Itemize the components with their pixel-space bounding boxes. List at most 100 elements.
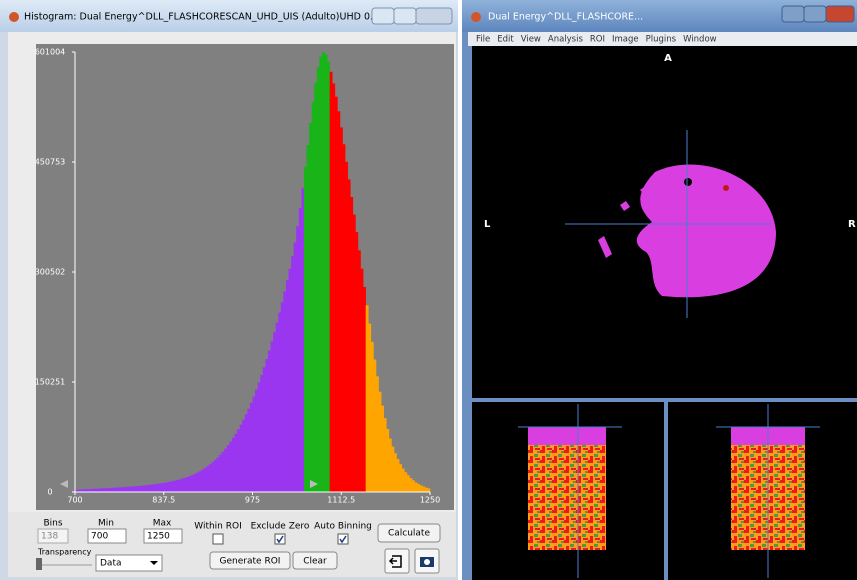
bar [314, 83, 317, 492]
checkbox[interactable] [275, 534, 285, 544]
bar [265, 359, 268, 492]
menu-item[interactable]: Plugins [646, 35, 677, 45]
bar [232, 438, 235, 492]
bar [332, 83, 335, 492]
bar [317, 67, 320, 492]
bar [307, 145, 310, 492]
slider-thumb[interactable] [36, 558, 42, 570]
bar [391, 447, 394, 492]
bar [152, 484, 155, 492]
bar [132, 486, 135, 492]
x-tick-label: 1112.5 [327, 496, 355, 505]
window-title: Histogram: Dual Energy^DLL_FLASHCORESCAN… [24, 12, 388, 23]
bar [144, 485, 147, 492]
minimize-button[interactable] [372, 8, 394, 24]
bar [340, 127, 343, 492]
bar [358, 250, 361, 492]
min-value: 700 [91, 532, 108, 542]
bar [175, 480, 178, 492]
x-tick-label: 837.5 [152, 496, 175, 505]
bar [386, 429, 389, 492]
bar [242, 420, 245, 492]
scan-void [684, 178, 692, 186]
bar [348, 179, 351, 492]
bar [304, 167, 307, 492]
bar [240, 425, 243, 492]
bar [281, 302, 284, 492]
bar [366, 305, 369, 492]
y-tick-label: 450753 [35, 158, 66, 167]
bar [294, 242, 297, 492]
menu-item[interactable]: View [521, 35, 541, 45]
bar [397, 459, 400, 492]
menu-item[interactable]: Image [612, 35, 639, 45]
bar [319, 56, 322, 492]
min-label: Min [98, 519, 114, 529]
checkbox[interactable] [213, 534, 223, 544]
app-icon [471, 12, 481, 22]
checkbox[interactable] [338, 534, 348, 544]
bar [399, 464, 402, 492]
bar [420, 485, 423, 492]
bar [330, 72, 333, 492]
bar [204, 468, 207, 492]
close-button[interactable] [826, 6, 854, 22]
bar [345, 162, 348, 492]
bar [147, 485, 150, 492]
bar [234, 434, 237, 492]
x-tick-label: 975 [245, 496, 260, 505]
bar [253, 396, 256, 492]
screenshot: Histogram: Dual Energy^DLL_FLASHCORESCAN… [0, 0, 857, 580]
menu-item[interactable]: Analysis [548, 35, 584, 45]
bar [276, 323, 279, 492]
bar [155, 484, 158, 492]
scan-spot [723, 185, 729, 191]
bar [170, 481, 173, 492]
y-tick-label: 150251 [35, 378, 66, 387]
generate-roi-label: Generate ROI [220, 557, 281, 567]
orientation-right: R [848, 219, 856, 230]
bar [376, 376, 379, 492]
minimize-button[interactable] [782, 6, 804, 22]
bar [379, 392, 382, 492]
bar [137, 486, 140, 492]
bar [111, 488, 114, 492]
bar [180, 479, 183, 492]
app-icon [9, 12, 19, 22]
bar [106, 488, 109, 492]
auto-binning-label: Auto Binning [314, 522, 372, 532]
bar [227, 445, 230, 492]
menu-item[interactable]: Window [683, 35, 717, 45]
bar [283, 291, 286, 492]
bar [271, 342, 274, 492]
bar [381, 406, 384, 492]
bar [263, 367, 266, 492]
bar [412, 480, 415, 492]
bar [355, 232, 358, 492]
bar [186, 477, 189, 492]
maximize-button[interactable] [804, 6, 826, 22]
bar [427, 488, 430, 492]
close-button[interactable] [416, 8, 452, 24]
bar [229, 442, 232, 492]
bar [108, 488, 111, 492]
bar [121, 487, 124, 492]
bar [101, 488, 104, 492]
bar [219, 455, 222, 492]
menu-item[interactable]: Edit [497, 35, 514, 45]
bar [368, 324, 371, 492]
bar [247, 409, 250, 492]
menu-item[interactable]: File [476, 35, 490, 45]
maximize-button[interactable] [394, 8, 416, 24]
menu-item[interactable]: ROI [590, 35, 605, 45]
bar [142, 486, 145, 492]
bar [103, 488, 106, 492]
bar [198, 471, 201, 492]
bar [409, 478, 412, 492]
bar [245, 414, 248, 492]
bar [289, 269, 292, 492]
bar [422, 487, 425, 492]
bar [255, 390, 258, 492]
bar [291, 256, 294, 492]
bar [162, 483, 165, 492]
